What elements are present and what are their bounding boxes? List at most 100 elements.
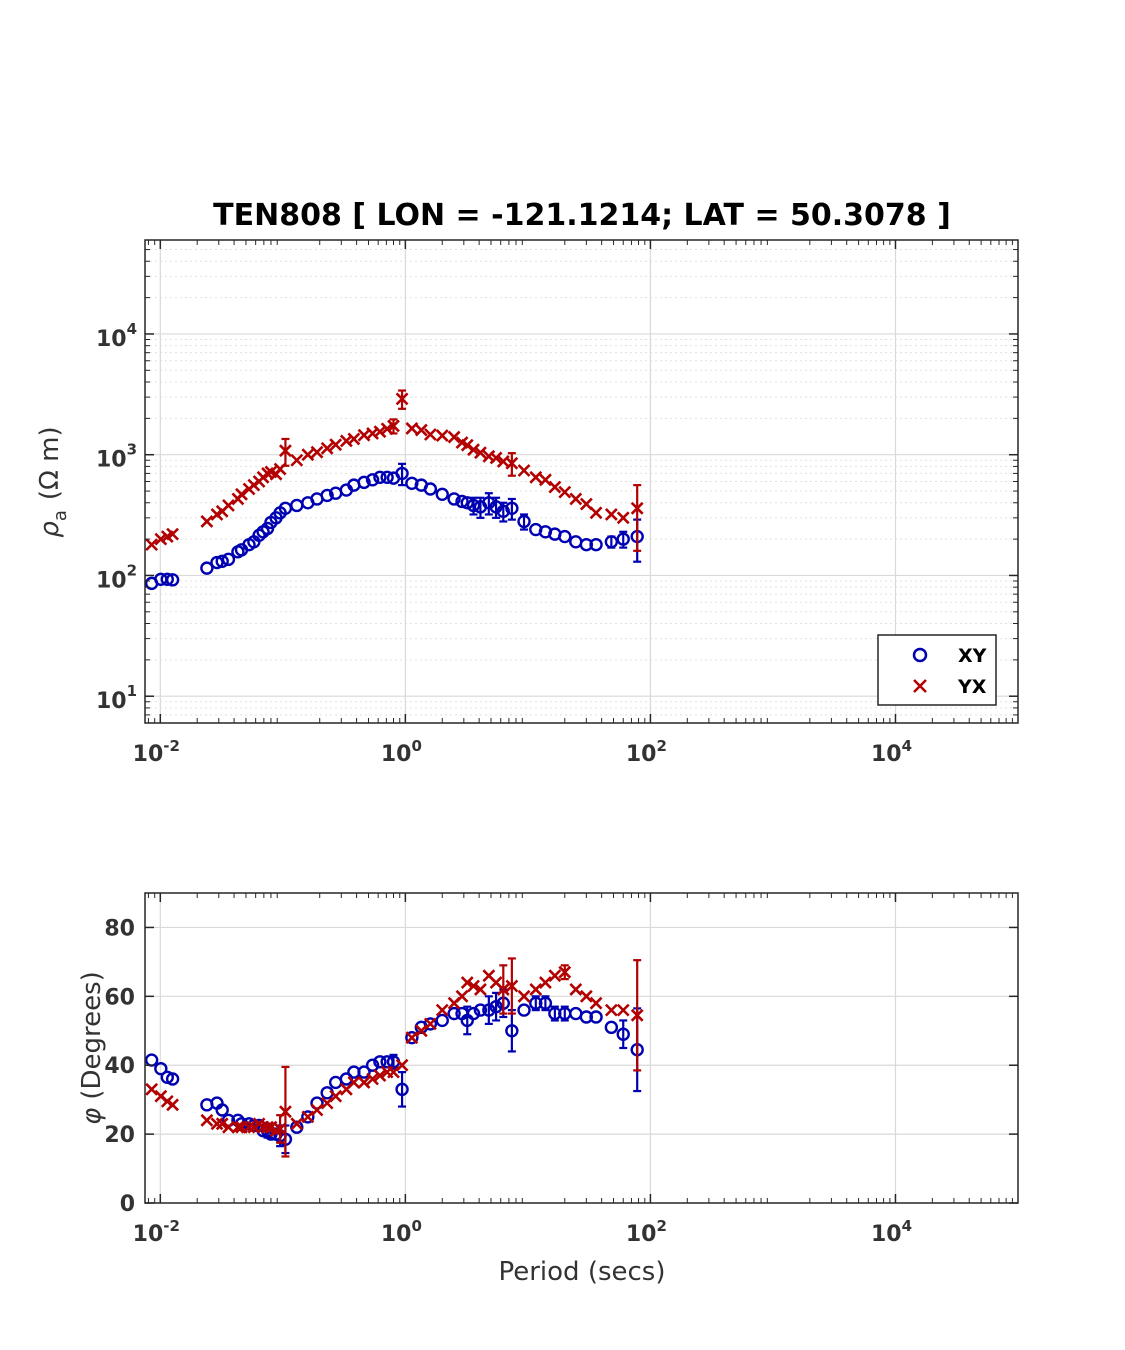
phase-xy-point xyxy=(405,1030,419,1045)
phase-yx-point xyxy=(222,1120,235,1134)
resistivity-y-tick-exp: 3 xyxy=(127,441,137,459)
phase-xy-point xyxy=(165,1072,180,1086)
legend-xy-marker xyxy=(912,647,928,663)
resistivity-xy-point xyxy=(423,482,438,496)
legend-xy-label: XY xyxy=(958,645,987,667)
legend-yx-label: YX xyxy=(957,676,987,698)
resistivity-yx-point xyxy=(423,428,437,441)
phase-xy-point xyxy=(473,1003,488,1017)
resistivity-marks xyxy=(144,389,644,591)
resistivity-yx-point xyxy=(405,422,419,435)
phase-yx-point xyxy=(210,1117,224,1131)
resistivity-yx-point xyxy=(200,515,214,528)
phase-yx-point xyxy=(231,1120,245,1134)
resistivity-yx-point xyxy=(166,527,180,541)
resistivity-x-tick-exp: -2 xyxy=(163,737,180,755)
resistivity-xy-point xyxy=(466,498,481,513)
resistivity-x-tick-exp: 4 xyxy=(902,737,912,755)
resistivity-ylabel-subscript: a xyxy=(50,510,71,521)
resistivity-y-tick-label: 101 xyxy=(96,682,137,714)
resistivity-ylabel: ρa (Ω m) xyxy=(35,426,71,537)
resistivity-xy-point xyxy=(165,573,180,587)
resistivity-x-tick-label: 10-2 xyxy=(133,737,180,767)
resistivity-yx-point xyxy=(630,501,644,515)
phase-xy-point xyxy=(466,1006,481,1021)
phase-yx-point xyxy=(529,983,543,996)
resistivity-yx-point xyxy=(558,485,572,499)
resistivity-yx-point xyxy=(569,492,583,506)
resistivity-yx-point xyxy=(538,473,552,487)
resistivity-y-tick-label: 102 xyxy=(96,561,137,593)
phase-yx-point xyxy=(630,1008,644,1022)
resistivity-yx-point xyxy=(387,419,400,433)
phase-y-tick-label: 80 xyxy=(104,916,135,941)
phase-xy-point xyxy=(538,996,553,1010)
resistivity-xy-point xyxy=(221,552,236,567)
resistivity-ylabel-unit: (Ω m) xyxy=(35,426,65,500)
phase-xy-point xyxy=(604,1020,619,1035)
phase-yx-point xyxy=(414,1024,428,1038)
phase-yx-point xyxy=(273,1122,287,1136)
phase-yx-point xyxy=(548,969,562,983)
resistivity-yx-point xyxy=(616,511,630,525)
phase-x-tick-exp: 4 xyxy=(902,1217,912,1235)
phase-xy-point xyxy=(529,996,543,1010)
resistivity-yx-point xyxy=(604,508,618,521)
resistivity-yx-point xyxy=(474,446,487,460)
phase-ylabel-text: (Degrees) xyxy=(77,971,107,1099)
phase-axes-box xyxy=(144,892,1019,1204)
resistivity-yx-point xyxy=(589,506,603,520)
resistivity-yx-point xyxy=(320,441,334,455)
phase-yx-point xyxy=(347,1076,361,1089)
phase-yx-point xyxy=(455,989,469,1003)
phase-xy-point xyxy=(482,1003,496,1017)
resistivity-x-tick-label: 102 xyxy=(626,737,667,767)
resistivity-xy-point xyxy=(447,492,461,506)
phase-yx-point xyxy=(242,1120,256,1134)
resistivity-yx-point xyxy=(222,499,235,512)
resistivity-x-tick-base: 10 xyxy=(871,742,902,767)
phase-xy-point xyxy=(589,1010,603,1024)
phase-yx-point xyxy=(460,976,474,989)
resistivity-xy-point xyxy=(505,501,519,515)
phase-yx-point xyxy=(579,989,593,1003)
legend-box xyxy=(877,634,997,706)
legend: XY YX xyxy=(877,634,997,706)
resistivity-xy-point xyxy=(604,535,619,549)
phase-y-tick-label: 0 xyxy=(120,1192,135,1217)
resistivity-yx-point xyxy=(447,430,461,444)
legend-yx-marker xyxy=(913,679,927,693)
resistivity-y-tick-base: 10 xyxy=(96,448,127,473)
resistivity-xy-point xyxy=(200,561,214,575)
phase-yx-point xyxy=(538,976,552,989)
resistivity-x-tick-base: 10 xyxy=(381,742,412,767)
resistivity-x-tick-base: 10 xyxy=(133,742,164,767)
phase-x-tick-exp: -2 xyxy=(163,1217,180,1235)
phase-yx-point xyxy=(329,1089,343,1103)
resistivity-xy-point xyxy=(210,555,224,570)
phase-xy-point xyxy=(505,1024,519,1038)
phase-x-tick-base: 10 xyxy=(626,1222,657,1247)
phase-yx-point xyxy=(290,1117,304,1131)
resistivity-xy-point xyxy=(435,487,449,502)
phase-yx-point xyxy=(604,1003,618,1017)
phase-yx-point xyxy=(558,965,572,979)
resistivity-yx-point xyxy=(414,423,428,437)
phase-xy-point xyxy=(489,999,503,1014)
phase-grid xyxy=(145,893,1018,1203)
phase-yx-point xyxy=(405,1031,419,1045)
resistivity-ylabel-symbol: ρ xyxy=(35,521,65,538)
resistivity-y-tick-base: 10 xyxy=(96,689,127,714)
resistivity-yx-point xyxy=(435,429,449,443)
phase-x-tick-exp: 0 xyxy=(411,1217,421,1235)
resistivity-xy-point xyxy=(373,470,387,485)
phase-yx-point xyxy=(496,983,510,996)
resistivity-yx-point xyxy=(579,497,593,511)
phase-xy-point xyxy=(616,1027,630,1041)
resistivity-xy-point xyxy=(215,554,229,569)
phase-yx-point xyxy=(301,1110,315,1124)
resistivity-yx-point xyxy=(145,538,159,552)
